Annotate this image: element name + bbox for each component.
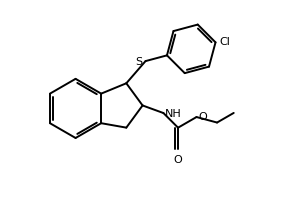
- Text: O: O: [174, 154, 182, 165]
- Text: NH: NH: [165, 109, 182, 118]
- Text: S: S: [135, 57, 142, 67]
- Text: Cl: Cl: [219, 37, 230, 47]
- Text: O: O: [198, 112, 207, 122]
